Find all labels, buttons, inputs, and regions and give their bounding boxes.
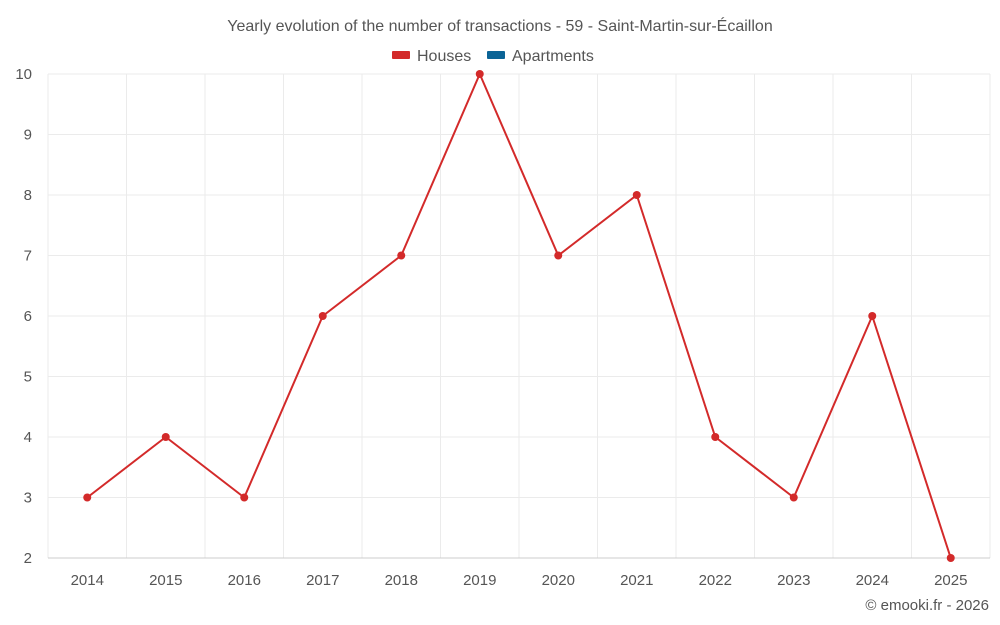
data-point[interactable] [711,433,720,441]
y-tick-label: 2 [24,550,32,567]
y-tick-label: 8 [24,187,32,204]
data-point[interactable] [632,191,641,199]
x-tick-label: 2015 [149,572,182,589]
data-point[interactable] [946,554,955,562]
y-tick-labels: 2 3 4 5 6 7 8 9 10 [15,66,32,567]
y-tick-label: 7 [24,248,32,265]
x-tick-label: 2022 [699,572,732,589]
x-tick-label: 2024 [856,572,889,589]
data-point[interactable] [789,493,798,502]
x-tick-label: 2018 [385,572,418,589]
x-tick-label: 2017 [306,572,339,589]
legend: Houses Apartments [392,48,594,65]
y-tick-label: 4 [24,429,32,446]
legend-label-apartments: Apartments [512,48,594,65]
data-point[interactable] [475,70,484,78]
x-tick-label: 2021 [620,572,653,589]
x-tick-label: 2019 [463,572,496,589]
y-tick-label: 6 [24,308,32,325]
data-point[interactable] [554,251,563,260]
y-tick-label: 3 [24,490,32,507]
x-tick-label: 2023 [777,572,810,589]
legend-swatch-houses [392,51,410,59]
data-point[interactable] [161,433,170,441]
data-point[interactable] [318,312,327,320]
data-point[interactable] [868,312,877,320]
legend-item-houses[interactable]: Houses [392,48,471,65]
x-tick-label: 2014 [71,572,104,589]
x-tick-label: 2025 [934,572,967,589]
data-point[interactable] [83,493,92,502]
data-point[interactable] [397,251,406,260]
chart-title: Yearly evolution of the number of transa… [227,16,772,35]
x-tick-label: 2016 [228,572,261,589]
data-point[interactable] [240,493,249,502]
legend-item-apartments[interactable]: Apartments [487,48,594,65]
series-houses [83,70,955,562]
y-tick-label: 9 [24,127,32,144]
legend-swatch-apartments [487,51,505,59]
series-line-houses [86,73,952,559]
legend-label-houses: Houses [417,48,471,65]
y-tick-label: 5 [24,369,32,386]
credit-text: © emooki.fr - 2026 [865,597,989,614]
x-tick-labels: 2014 2015 2016 2017 2018 2019 2020 2021 2022 2023… [71,572,968,589]
y-tick-label: 10 [15,66,32,83]
gridlines [47,73,991,558]
x-tick-label: 2020 [542,572,575,589]
